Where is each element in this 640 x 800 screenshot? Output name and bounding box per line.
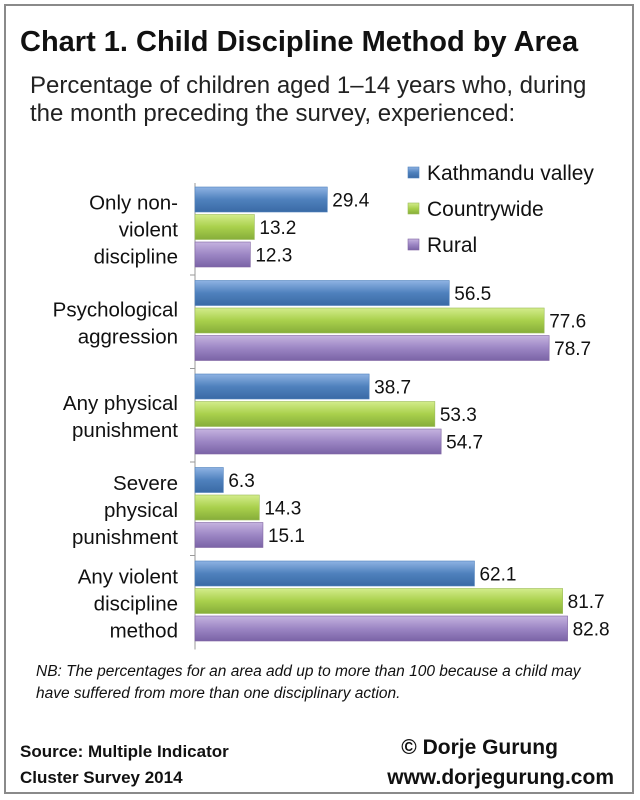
bar-countrywide [194,588,563,614]
bar-rural [194,522,264,548]
category-label: violent [119,218,179,241]
legend-label: Rural [427,234,477,257]
data-label: 62.1 [479,565,516,586]
category-label: aggression [78,325,178,348]
category-label: Any physical [63,392,178,415]
website-text: www.dorjegurung.com [387,766,614,789]
data-label: 6.3 [228,471,254,492]
category-label: punishment [72,526,178,549]
category-label: Any violent [78,565,179,588]
chart-subtitle: Percentage of children aged 1–14 years w… [30,72,587,127]
data-label: 54.7 [446,433,483,454]
data-label: 78.7 [554,339,591,360]
bar-rural [194,615,568,642]
bar-kathmandu-valley [194,186,328,213]
bar-rural [194,335,550,361]
source-note: Source: Multiple Indicator Cluster Surve… [20,739,229,791]
bar-kathmandu-valley [194,560,475,587]
bar-countrywide [194,307,545,334]
source-line-2: Cluster Survey 2014 [20,768,183,787]
bar-kathmandu-valley [194,467,224,493]
legend-swatch-kathmandu-valley [407,166,420,179]
credit: © Dorje Gurung www.dorjegurung.com [387,733,614,792]
copyright-text: © Dorje Gurung [401,736,558,759]
bar-countrywide [194,494,260,521]
data-label: 53.3 [440,405,477,426]
legend-label: Countrywide [427,198,544,221]
data-label: 77.6 [549,312,586,333]
bar-countrywide [194,214,255,240]
bar-kathmandu-valley [194,373,370,400]
data-label: 12.3 [255,246,292,267]
category-label: Psychological [53,298,178,321]
data-label: 14.3 [264,499,301,520]
bar-rural [194,241,251,268]
data-label: 38.7 [374,378,411,399]
category-label: method [110,619,178,642]
category-label: discipline [94,592,178,615]
source-line-1: Source: Multiple Indicator [20,742,229,761]
data-label: 15.1 [268,526,305,547]
legend-swatch-countrywide [407,202,420,215]
data-label: 56.5 [454,284,491,305]
category-label: Severe [113,472,178,495]
category-label: discipline [94,245,178,268]
chart-frame: Chart 1. Child Discipline Method by Area… [4,4,634,794]
bar-chart: Only non-violent discipline 29.4 13.2 12.3 Ps… [53,162,610,650]
data-label: 13.2 [259,218,296,239]
data-label: 82.8 [573,620,610,641]
bar-rural [194,428,442,455]
legend-swatch-rural [407,238,420,251]
data-label: 81.7 [568,592,605,613]
bar-countrywide [194,401,436,427]
chart-title: Chart 1. Child Discipline Method by Area [20,26,579,58]
category-label: physical [104,499,178,522]
category-label: Only non- [89,191,178,214]
bar-kathmandu-valley [194,280,450,306]
legend-label: Kathmandu valley [427,162,594,185]
footnote: NB: The percentages for an area add up t… [36,663,581,702]
data-label: 29.4 [332,191,369,212]
category-label: punishment [72,419,178,442]
